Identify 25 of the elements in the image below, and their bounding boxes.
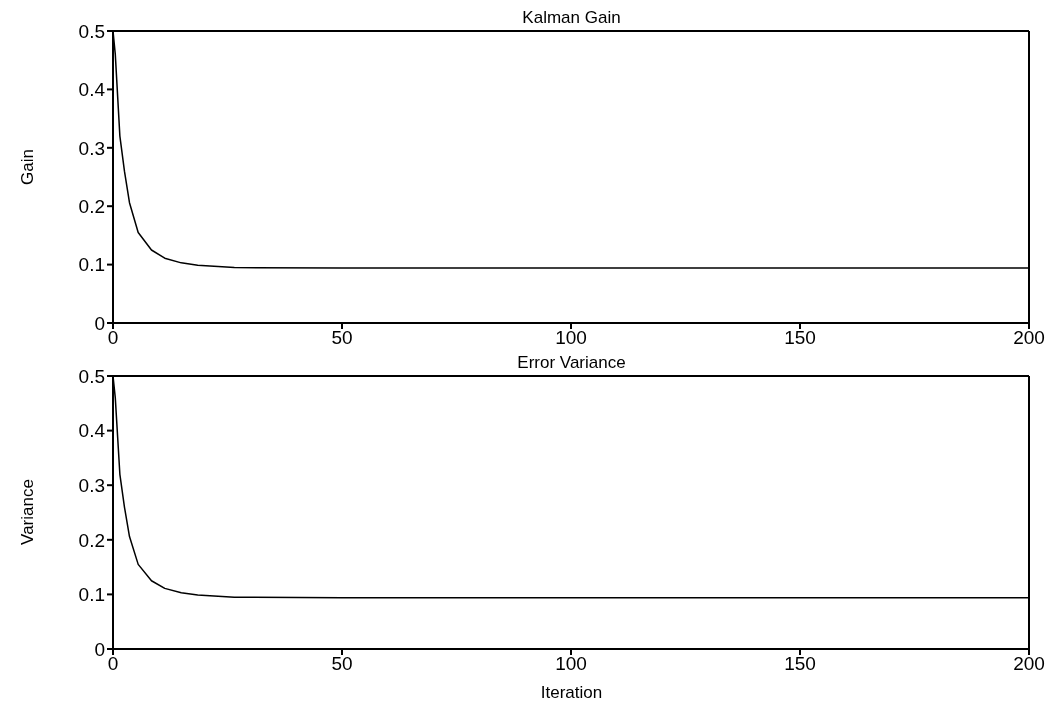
y-axis-title: Variance [18, 479, 38, 545]
x-tick-label: 50 [331, 327, 353, 349]
y-tick-label: 0.5 [78, 20, 105, 42]
y-tick-label: 0.1 [78, 254, 105, 276]
chart-title: Error Variance [516, 353, 627, 373]
x-tick-label: 200 [1013, 327, 1045, 349]
x-tick-label: 100 [555, 327, 587, 349]
y-tick-label: 0 [94, 638, 105, 660]
x-tick-label: 150 [784, 653, 816, 675]
x-tick-label: 200 [1013, 653, 1045, 675]
chart-title: Kalman Gain [521, 8, 622, 28]
y-axis-title: Gain [18, 149, 38, 185]
y-tick-label: 0.1 [78, 584, 105, 606]
x-tick-label: 150 [784, 327, 816, 349]
y-tick-label: 0.5 [78, 365, 105, 387]
y-tick-label: 0 [94, 312, 105, 334]
y-tick-label: 0.4 [78, 420, 106, 442]
x-tick-label: 50 [331, 653, 353, 675]
y-tick-label: 0.4 [78, 79, 106, 101]
y-tick-label: 0.2 [78, 195, 105, 217]
x-axis-title: Iteration [539, 683, 604, 703]
y-tick-label: 0.3 [78, 474, 105, 496]
y-tick-label: 0.2 [78, 529, 105, 551]
y-tick-label: 0.3 [78, 137, 105, 159]
x-tick-label: 100 [555, 653, 587, 675]
